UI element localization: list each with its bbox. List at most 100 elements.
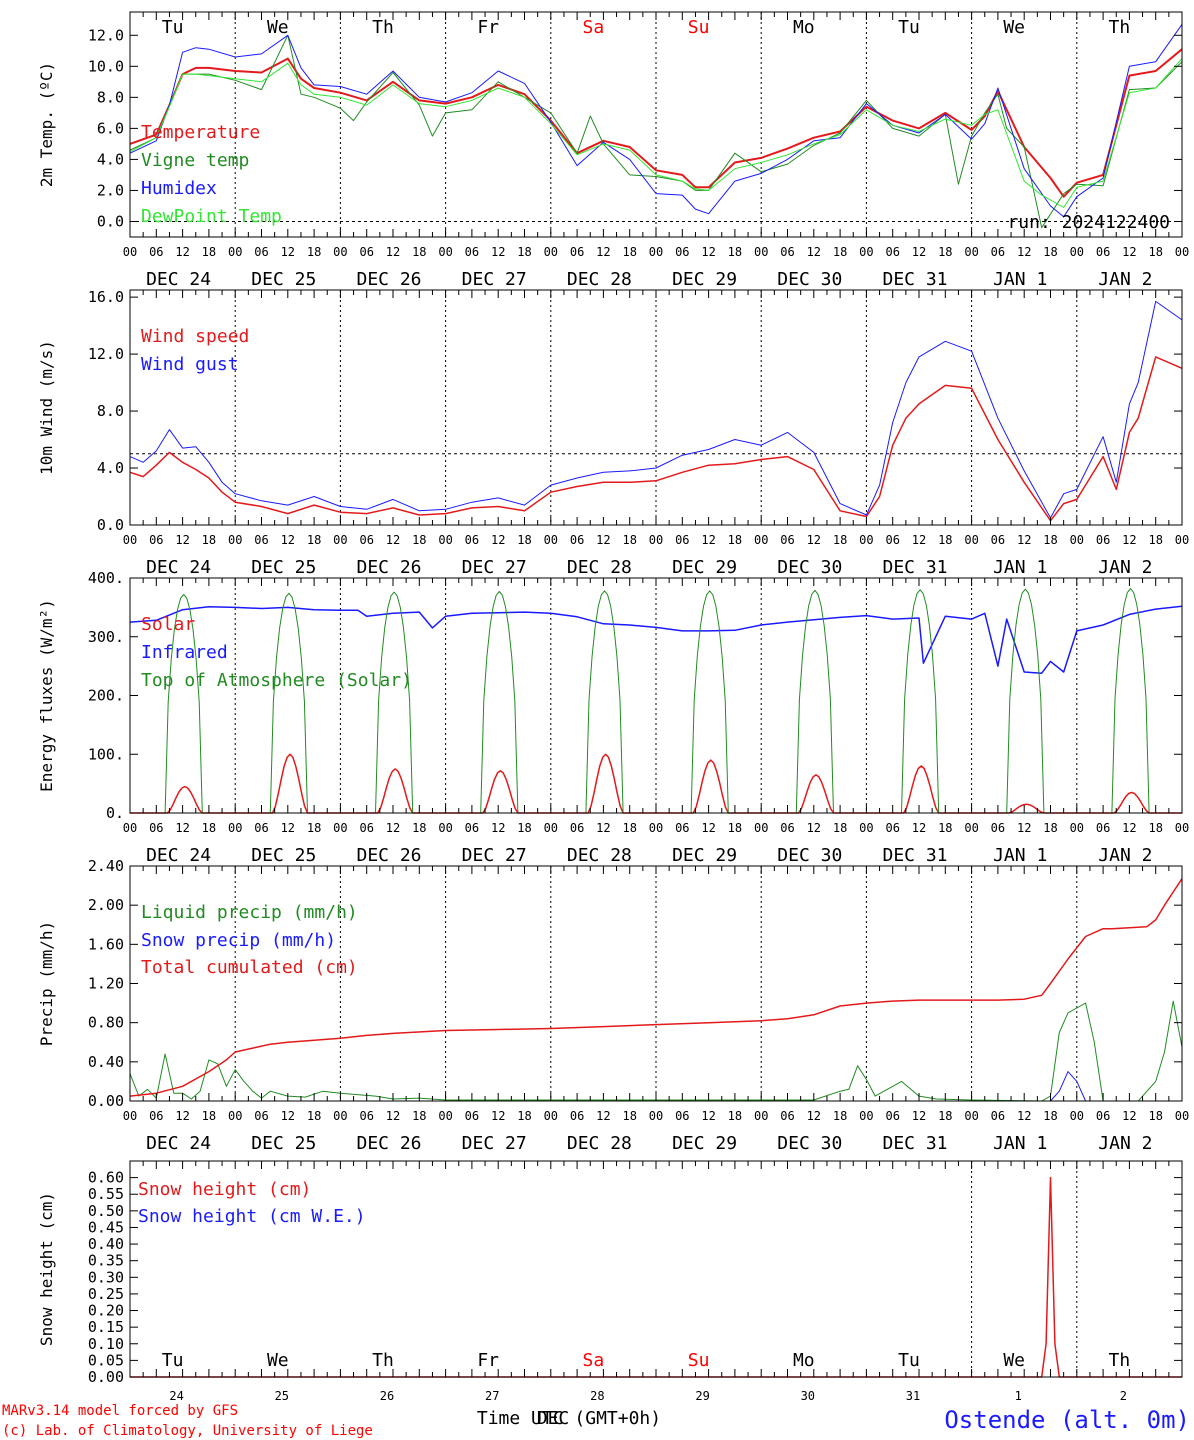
hour-tick-label: 12 [1017,245,1031,259]
legend-item: Solar [141,614,195,635]
day-number-label: 2 [1120,1389,1127,1403]
date-label: DEC 28 [567,269,632,290]
date-label: DEC 28 [567,1133,632,1154]
ytick-label: 0.60 [88,1169,124,1187]
date-label: DEC 27 [462,269,527,290]
date-label: JAN 1 [993,557,1047,578]
hour-tick-label: 18 [1148,821,1162,835]
hour-tick-label: 12 [912,245,926,259]
date-label: JAN 2 [1098,269,1152,290]
hour-tick-label: 18 [728,533,742,547]
hour-tick-label: 12 [175,245,189,259]
hour-tick-label: 18 [517,821,531,835]
y-axis-label: Snow height (cm) [37,1192,56,1346]
hour-tick-label: 00 [649,245,663,259]
hour-tick-label: 06 [359,821,373,835]
ytick-label: 6.0 [97,119,124,137]
hour-tick-label: 06 [254,821,268,835]
hour-tick-label: 06 [885,245,899,259]
series-wind-speed [129,356,1183,522]
weekday-label-top: Fr [477,17,499,38]
time-axis-overlay: DEC [537,1408,570,1429]
hour-tick-label: 18 [517,1109,531,1123]
hour-tick-label: 00 [754,1109,768,1123]
legend-item: Humidex [141,178,217,199]
series-total-cumulated-cm [129,878,1183,1097]
hour-tick-label: 06 [254,245,268,259]
hour-tick-label: 18 [938,1109,952,1123]
ytick-label: 0.10 [88,1335,124,1353]
hour-tick-label: 00 [859,245,873,259]
hour-tick-label: 18 [517,533,531,547]
date-label: DEC 27 [462,845,527,866]
date-label: JAN 2 [1098,557,1152,578]
hour-tick-label: 00 [333,533,347,547]
hour-tick-label: 12 [1017,821,1031,835]
hour-tick-label: 06 [991,1109,1005,1123]
day-number-label: 1 [1015,1389,1022,1403]
hour-tick-label: 00 [438,821,452,835]
hour-tick-label: 00 [438,245,452,259]
hour-tick-label: 00 [649,1109,663,1123]
hour-tick-label: 12 [912,821,926,835]
hour-tick-label: 12 [1122,245,1136,259]
hour-tick-label: 18 [307,245,321,259]
hour-tick-label: 00 [649,533,663,547]
weekday-label-bottom: Su [688,1350,710,1371]
ytick-label: 2.40 [88,857,124,875]
hour-tick-label: 18 [622,821,636,835]
hour-tick-label: 18 [307,821,321,835]
ytick-label: 16.0 [88,288,124,306]
ytick-label: 200. [88,687,124,705]
hour-tick-label: 12 [491,821,505,835]
ytick-label: 2.00 [88,896,124,914]
hour-tick-label: 18 [412,533,426,547]
hour-tick-label: 12 [1017,533,1031,547]
y-axis-label: Precip (mm/h) [37,921,56,1046]
date-label: DEC 25 [251,557,316,578]
hour-tick-label: 12 [1122,1109,1136,1123]
hour-tick-label: 06 [149,821,163,835]
hour-tick-label: 12 [1122,533,1136,547]
hour-tick-label: 12 [807,245,821,259]
weekday-label-bottom: Th [1109,1350,1131,1371]
series-humidex [129,24,1183,218]
hour-tick-label: 18 [1148,245,1162,259]
hour-tick-label: 12 [807,1109,821,1123]
panel-energy: 0. 100. 200. 300. 400. Energy fluxes (W/m²) So… [37,569,1189,866]
y-axis-label: 2m Temp. (ºC) [37,62,56,187]
hour-tick-label: 12 [701,533,715,547]
legend-item: Snow height (cm) [138,1179,311,1200]
weekday-label-top: Tu [898,17,920,38]
hour-tick-label: 00 [333,1109,347,1123]
weekday-label-bottom: Th [372,1350,394,1371]
ytick-label: 0.00 [88,1092,124,1110]
hour-tick-label: 18 [412,821,426,835]
panel-precip: 0.00 0.40 0.80 1.20 1.60 2.00 2.40 Precip (mm/h… [37,857,1189,1154]
legend-item: Snow precip (mm/h) [141,930,336,951]
hour-tick-label: 00 [544,1109,558,1123]
date-label: DEC 31 [882,1133,947,1154]
hour-tick-label: 06 [570,821,584,835]
hour-tick-label: 06 [780,1109,794,1123]
series-temperature [129,48,1183,198]
hour-tick-label: 12 [386,1109,400,1123]
date-label: DEC 28 [567,845,632,866]
ytick-label: 0.30 [88,1268,124,1286]
date-label: DEC 31 [882,557,947,578]
run-label: run: 2024122400 [1007,212,1170,233]
hour-tick-label: 18 [938,821,952,835]
hour-tick-label: 06 [570,1109,584,1123]
hour-tick-label: 06 [1096,821,1110,835]
hour-tick-label: 00 [1175,821,1189,835]
day-number-label: 30 [801,1389,815,1403]
weekday-label-bottom: Tu [162,1350,184,1371]
hour-tick-label: 06 [885,1109,899,1123]
date-label: DEC 26 [356,1133,421,1154]
model-credit: MARv3.14 model forced by GFS [2,1403,238,1419]
date-label: DEC 29 [672,845,737,866]
date-label: DEC 30 [777,845,842,866]
hour-tick-label: 12 [807,533,821,547]
hour-tick-label: 18 [202,245,216,259]
hour-tick-label: 12 [281,1109,295,1123]
